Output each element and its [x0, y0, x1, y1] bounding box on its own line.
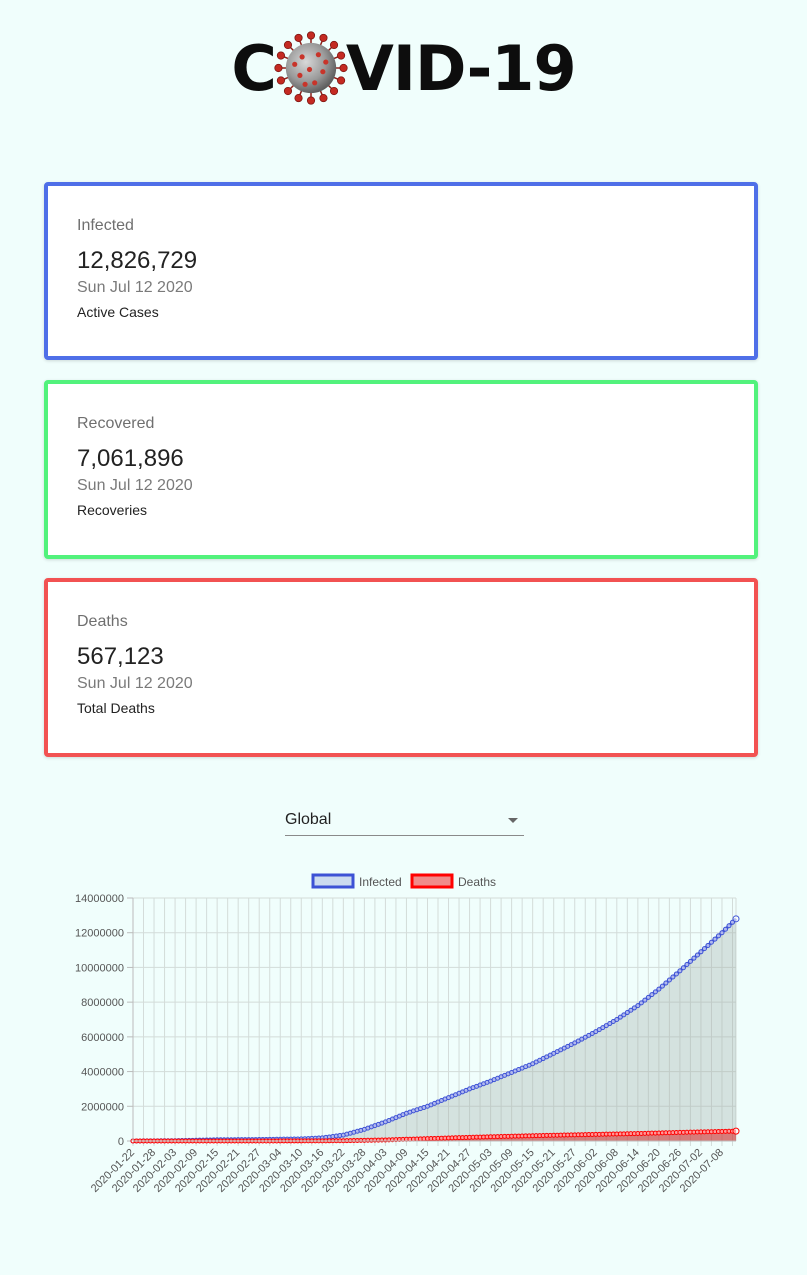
data-point [677, 968, 683, 974]
card-value: 567,123 [77, 643, 164, 670]
series-infected [130, 915, 740, 1144]
y-tick-label: 0 [118, 1136, 124, 1148]
card-date: Sun Jul 12 2020 [77, 477, 193, 494]
logo-text-end: VID-19 [345, 31, 577, 105]
data-point [645, 994, 651, 1000]
data-point [610, 1019, 616, 1025]
series-area [133, 1131, 736, 1141]
card-title: Infected [77, 217, 134, 234]
data-point [722, 926, 728, 932]
chart-grid [127, 897, 737, 1146]
card-subtitle: Active Cases [77, 304, 159, 320]
card-date: Sun Jul 12 2020 [77, 675, 193, 692]
data-point [642, 997, 648, 1003]
recovered-card: Recovered 7,061,896 Sun Jul 12 2020 Reco… [44, 380, 758, 559]
card-title: Deaths [77, 613, 128, 630]
series-area [133, 918, 736, 1141]
data-point [596, 1027, 602, 1033]
data-point [652, 989, 658, 995]
data-point [694, 952, 700, 958]
card-title: Recovered [77, 415, 155, 432]
legend-swatch-deaths[interactable] [410, 873, 454, 889]
data-point [691, 955, 697, 961]
legend-label[interactable]: Deaths [458, 875, 496, 889]
data-point [726, 923, 732, 929]
dropdown-arrow-icon [508, 818, 518, 823]
data-point [600, 1025, 606, 1031]
data-point [666, 977, 672, 983]
data-point [698, 949, 704, 955]
data-point [607, 1021, 613, 1027]
data-point [614, 1017, 620, 1022]
legend-label[interactable]: Infected [359, 875, 402, 889]
chart-legend: Infected Deaths [311, 873, 496, 889]
data-point [705, 942, 711, 948]
data-point [649, 992, 655, 998]
data-point [712, 936, 718, 942]
country-select[interactable]: Global [285, 803, 524, 836]
card-value: 7,061,896 [77, 445, 184, 472]
data-point [670, 974, 676, 980]
y-tick-label: 6000000 [81, 1032, 124, 1044]
data-point [732, 915, 740, 923]
y-tick-label: 2000000 [81, 1101, 124, 1113]
y-tick-label: 12000000 [75, 928, 124, 940]
data-point [687, 958, 693, 964]
data-point [729, 919, 735, 925]
logo-text-start: C [231, 31, 277, 105]
data-point [593, 1029, 599, 1035]
country-select-value: Global [285, 811, 332, 828]
y-tick-label: 8000000 [81, 997, 124, 1009]
card-subtitle: Total Deaths [77, 700, 155, 716]
data-point [715, 933, 721, 939]
data-point [719, 930, 725, 936]
data-point [628, 1007, 634, 1013]
data-point [617, 1014, 623, 1020]
data-point [656, 986, 662, 992]
card-value: 12,826,729 [77, 247, 198, 274]
data-point [624, 1010, 630, 1016]
data-point [684, 962, 690, 968]
y-tick-label: 10000000 [75, 962, 124, 974]
card-date: Sun Jul 12 2020 [77, 279, 193, 296]
y-tick-label: 4000000 [81, 1067, 124, 1079]
data-point [708, 939, 714, 945]
data-point [732, 1127, 740, 1135]
data-point [631, 1005, 637, 1011]
deaths-card: Deaths 567,123 Sun Jul 12 2020 Total Dea… [44, 578, 758, 757]
data-point [638, 1000, 644, 1006]
cases-chart: 0 2000000 4000000 6000000 8000000 10000000 120… [75, 873, 740, 1195]
infected-card: Infected 12,826,729 Sun Jul 12 2020 Acti… [44, 182, 758, 360]
data-point [663, 980, 669, 986]
coronavirus-icon [274, 31, 348, 105]
y-tick-label: 14000000 [75, 893, 124, 905]
legend-swatch-infected[interactable] [311, 873, 355, 889]
data-point [701, 946, 707, 952]
logo: C VID-19 [0, 26, 807, 110]
data-point [621, 1012, 627, 1018]
data-point [603, 1023, 609, 1029]
data-point [680, 965, 686, 971]
data-point [635, 1003, 641, 1009]
data-point [659, 983, 665, 989]
card-subtitle: Recoveries [77, 502, 148, 518]
data-point [673, 971, 679, 977]
